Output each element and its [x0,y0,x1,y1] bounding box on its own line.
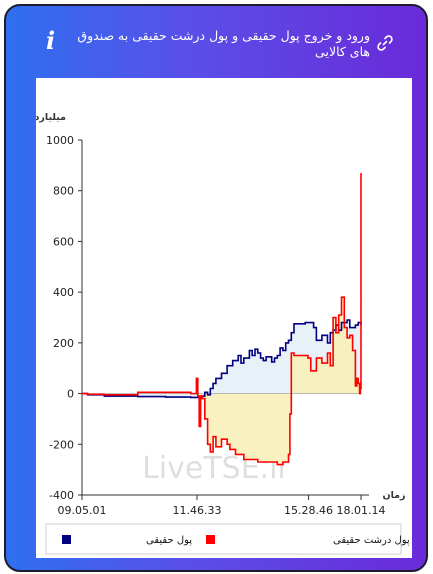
legend-swatch-real-money [62,535,71,544]
series-line-1 [82,173,362,466]
legend-box [45,523,402,555]
y-tick-label: 600 [53,235,74,248]
legend-item-big-real-money[interactable]: پول درشت حقیقی [206,535,410,546]
link-icon[interactable] [376,34,394,56]
y-axis-label: میلیارد تومان [36,112,66,123]
chart-title: ورود و خروج پول حقیقی و پول درشت حقیقی ب… [77,28,370,59]
info-icon[interactable]: i [46,26,56,55]
card-header: i ورود و خروج پول حقیقی و پول درشت حقیقی… [6,6,426,76]
legend-label-big-real-money: پول درشت حقیقی [333,535,410,546]
x-axis-label: زمان [382,490,405,501]
series-area-1 [82,173,361,465]
y-tick-label: 1000 [46,134,74,147]
y-tick-label: 200 [53,337,74,350]
x-tick-label: 09.05.01 [58,504,107,517]
legend-swatch-big-real-money [206,535,215,544]
y-tick-label: 800 [53,185,74,198]
chart-card: i ورود و خروج پول حقیقی و پول درشت حقیقی… [4,4,428,572]
x-tick-label: 11.46.33 [172,504,221,517]
x-tick-label: 18.01.14 [337,504,386,517]
y-tick-label: 0 [67,388,74,401]
y-tick-label: -400 [49,489,74,502]
x-tick-label: 15.28.46 [284,504,333,517]
chart-panel: میلیارد تومان زمان LiveTSE.ir -400-20002… [6,78,412,558]
y-tick-label: -200 [49,438,74,451]
y-tick-label: 400 [53,286,74,299]
legend-label-real-money: پول حقیقی [146,535,192,546]
legend-item-real-money[interactable]: پول حقیقی [62,535,192,546]
chart-svg: میلیارد تومان زمان LiveTSE.ir -400-20002… [6,112,410,555]
